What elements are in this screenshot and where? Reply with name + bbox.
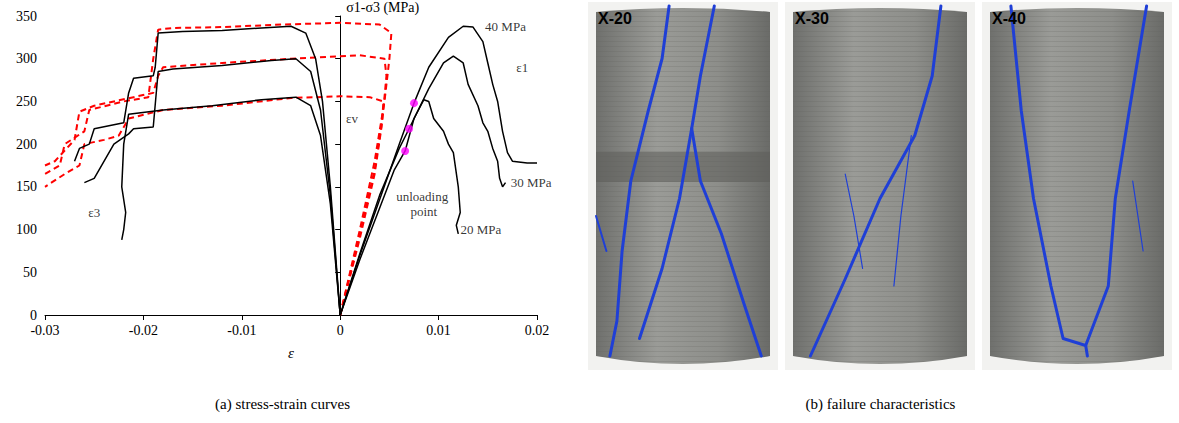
svg-text:350: 350 <box>16 9 37 24</box>
svg-text:unloading: unloading <box>396 189 451 204</box>
svg-text:0.02: 0.02 <box>525 323 550 338</box>
svg-text:εv: εv <box>346 111 358 126</box>
html-text:(a) stress-strain curves: (a) stress-strain curves <box>215 396 350 412</box>
svg-text:20 MPa: 20 MPa <box>461 222 502 237</box>
svg-text:-0.02: -0.02 <box>129 323 158 338</box>
svg-text:ε1: ε1 <box>516 60 528 75</box>
svg-text:ε3: ε3 <box>88 205 100 220</box>
svg-text:X-30: X-30 <box>795 10 829 27</box>
svg-text:40 MPa: 40 MPa <box>485 19 526 34</box>
svg-text:30 MPa: 30 MPa <box>511 175 552 190</box>
svg-text:X-40: X-40 <box>992 10 1026 27</box>
svg-text:-0.03: -0.03 <box>30 323 59 338</box>
svg-text:0: 0 <box>30 308 37 323</box>
svg-text:0: 0 <box>337 323 344 338</box>
svg-text:300: 300 <box>16 51 37 66</box>
svg-text:ε: ε <box>288 345 294 361</box>
svg-text:σ1-σ3 (MPa): σ1-σ3 (MPa) <box>346 0 419 16</box>
svg-text:100: 100 <box>16 222 37 237</box>
svg-text:250: 250 <box>16 94 37 109</box>
svg-text:200: 200 <box>16 137 37 152</box>
svg-text:-0.01: -0.01 <box>227 323 256 338</box>
svg-text:X-20: X-20 <box>598 10 632 27</box>
html-text:(b) failure characteristics: (b) failure characteristics <box>805 396 956 412</box>
svg-text:0.01: 0.01 <box>426 323 451 338</box>
svg-text:150: 150 <box>16 179 37 194</box>
svg-text:point: point <box>410 204 437 219</box>
svg-text:50: 50 <box>23 265 37 280</box>
